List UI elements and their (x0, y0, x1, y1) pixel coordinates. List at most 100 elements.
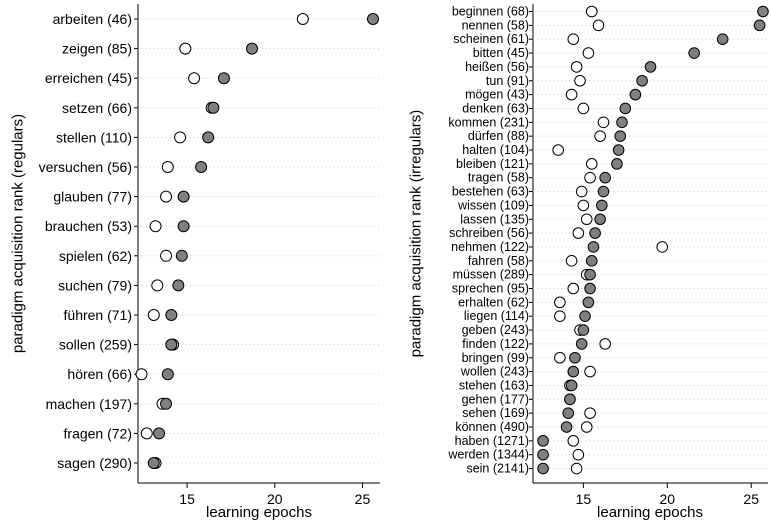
right-open-point (585, 158, 598, 170)
right-filled-point (564, 393, 576, 406)
right-category-label: lassen (135) (460, 212, 529, 226)
right-filled-point (594, 213, 606, 226)
right-category-label: geben (243) (462, 323, 529, 337)
right-filled-point (629, 88, 642, 101)
left-category-label: suchen (79) (58, 277, 132, 293)
right-filled-point (569, 351, 581, 364)
left-open-point (174, 131, 187, 144)
right-filled-point (565, 379, 578, 392)
right-category-label: denken (63) (462, 101, 529, 115)
left-filled-point (175, 249, 188, 262)
left-open-point (188, 72, 201, 85)
left-filled-point (147, 457, 160, 469)
left-open-point (149, 220, 162, 233)
right-filled-point (612, 144, 625, 156)
right-filled-point (644, 61, 657, 73)
left-filled-point (202, 131, 215, 144)
right-category-label: wollen (243) (460, 365, 529, 379)
left-filled-point (177, 190, 190, 203)
left-x-tick-label: 20 (267, 491, 283, 507)
left-open-point (147, 309, 160, 321)
right-open-point (584, 171, 596, 184)
right-category-label: werden (1344) (447, 448, 529, 462)
right-filled-point (562, 407, 575, 419)
right-filled-point (611, 158, 623, 170)
right-open-point (554, 310, 566, 323)
left-filled-point (207, 101, 220, 114)
left-category-label: arbeiten (46) (53, 11, 132, 27)
left-filled-point (245, 42, 258, 55)
left-x-axis-title: learning epochs (206, 504, 312, 521)
right-category-label: gehen (177) (462, 392, 529, 406)
right-category-label: nennen (58) (462, 18, 529, 32)
left-filled-point (172, 279, 185, 292)
right-category-label: erhalten (62) (458, 295, 529, 309)
right-x-tick-label: 20 (659, 491, 675, 507)
left-open-point (160, 190, 173, 203)
right-filled-point (589, 227, 601, 239)
left-category-label: hören (66) (67, 366, 132, 382)
right-filled-point (560, 421, 573, 433)
left-category-label: erreichen (45) (45, 70, 132, 86)
right-open-point (592, 19, 605, 32)
right-open-point (574, 74, 586, 87)
left-category-label: stellen (110) (56, 129, 132, 145)
right-filled-point (537, 435, 549, 447)
left-category-label: machen (197) (46, 396, 132, 412)
right-open-point (582, 47, 595, 59)
left-filled-point (153, 427, 166, 440)
right-category-label: sein (2141) (466, 462, 529, 476)
right-category-label: stehen (163) (459, 378, 529, 392)
left-filled-point (165, 338, 178, 351)
left-open-point (135, 368, 148, 381)
right-category-label: tun (91) (486, 74, 529, 88)
right-open-point (584, 407, 596, 419)
right-category-label: haben (1271) (455, 434, 529, 448)
right-open-point (554, 296, 566, 309)
left-open-point (161, 161, 174, 173)
right-x-axis-title: learning epochs (597, 504, 703, 521)
right-filled-point (584, 282, 596, 295)
left-open-point (140, 427, 153, 440)
right-filled-point (585, 254, 598, 267)
left-open-point (179, 42, 192, 55)
left-filled-point (160, 397, 173, 410)
right-panel: beginnen (68)nennen (58)scheinen (61)bit… (408, 4, 769, 521)
right-open-point (585, 5, 598, 18)
right-open-point (565, 254, 578, 267)
right-open-point (577, 199, 590, 212)
right-category-label: mögen (43) (465, 88, 529, 102)
right-filled-point (596, 199, 608, 212)
right-open-point (565, 88, 578, 101)
right-open-point (567, 282, 580, 295)
right-open-point (570, 61, 583, 73)
right-filled-point (636, 74, 648, 87)
right-filled-point (537, 448, 549, 461)
right-open-point (599, 338, 611, 350)
left-open-point (160, 249, 173, 262)
right-category-label: finden (122) (462, 337, 529, 351)
right-category-label: fahren (58) (468, 254, 529, 268)
right-open-point (554, 351, 566, 364)
left-x-tick-label: 25 (355, 491, 371, 507)
right-open-point (567, 33, 580, 46)
left-category-label: sagen (290) (57, 455, 132, 471)
left-filled-point (165, 309, 178, 321)
right-category-label: kommen (231) (448, 115, 529, 129)
right-filled-point (537, 462, 549, 475)
right-open-point (572, 448, 585, 461)
right-filled-point (579, 310, 591, 323)
right-category-label: sehen (169) (462, 406, 529, 420)
left-category-label: fragen (72) (64, 425, 132, 441)
right-category-label: scheinen (61) (453, 32, 529, 46)
right-open-point (570, 462, 583, 475)
left-category-label: sollen (259) (59, 337, 132, 353)
right-filled-point (716, 33, 729, 46)
right-category-label: bringen (99) (462, 351, 529, 365)
right-filled-point (584, 268, 596, 281)
left-category-label: zeigen (85) (62, 41, 132, 57)
right-category-label: heißen (56) (465, 60, 529, 74)
right-filled-point (688, 47, 700, 59)
right-category-label: schreiben (56) (449, 226, 529, 240)
